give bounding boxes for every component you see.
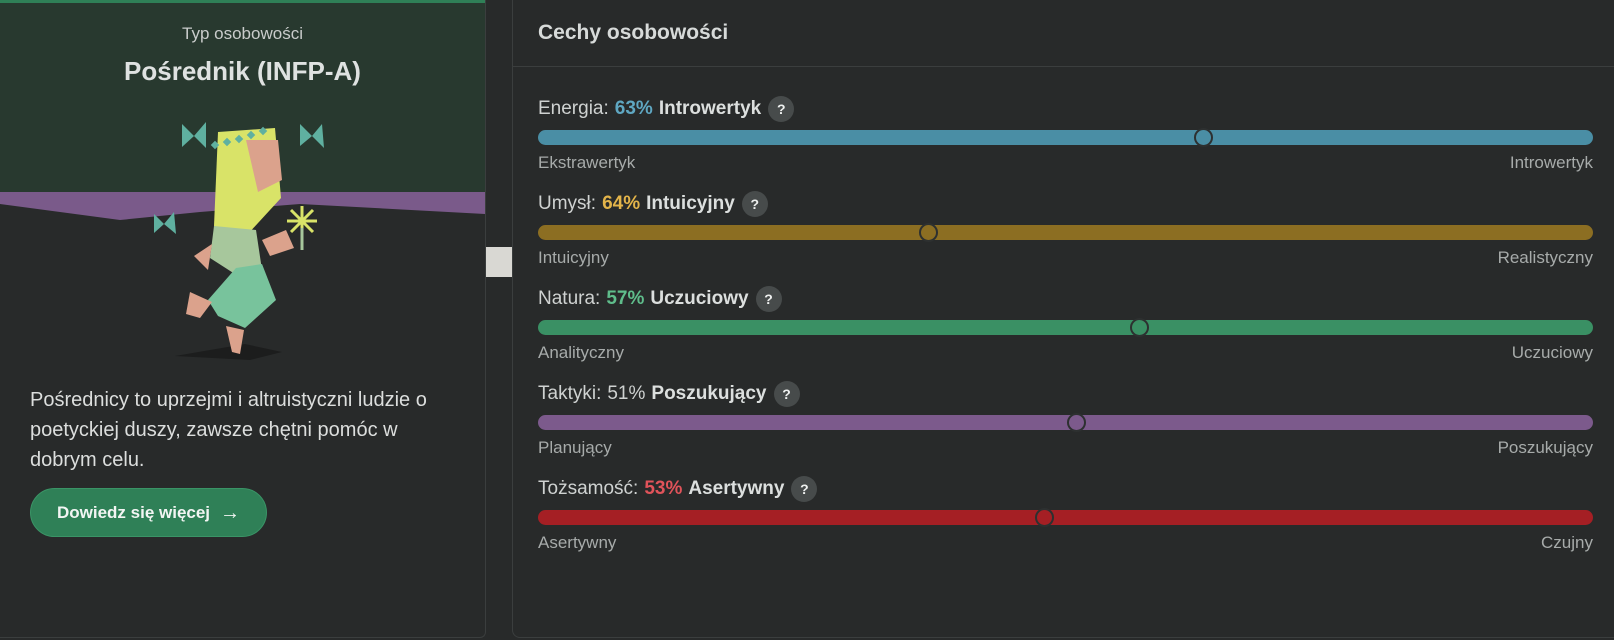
trait-row: Natura: 57% Uczuciowy? Analityczny Uczuciowy <box>538 285 1593 377</box>
help-icon[interactable]: ? <box>768 96 795 122</box>
trait-slider-knob <box>1130 318 1150 337</box>
trait-heading: Natura: 57% Uczuciowy? <box>538 285 782 313</box>
trait-label: Tożsamość: <box>538 478 639 499</box>
help-icon[interactable]: ? <box>773 381 800 407</box>
help-icon[interactable]: ? <box>741 191 768 217</box>
trait-percent: 63% <box>614 98 653 119</box>
trait-row: Taktyki: 51% Poszukujący? Planujący Poszukuj… <box>538 380 1593 472</box>
trait-heading: Energia: 63% Introwertyk? <box>538 95 795 123</box>
trait-slider-knob <box>1035 508 1055 527</box>
trait-bar <box>538 223 1593 242</box>
trait-winner: Uczuciowy <box>650 288 749 309</box>
type-label: Typ osobowości <box>182 24 303 43</box>
trait-left-label: Intuicyjny <box>538 248 609 267</box>
learn-more-button[interactable]: Dowiedz się więcej → <box>30 488 267 537</box>
trait-slider-knob <box>1067 413 1087 432</box>
trait-row: Energia: 63% Introwertyk? Ekstrawertyk Intro… <box>538 95 1593 187</box>
trait-winner: Poszukujący <box>651 383 767 404</box>
learn-more-label: Dowiedz się więcej <box>56 502 211 522</box>
trait-left-label: Planujący <box>538 438 612 457</box>
trait-ends: Asertywny Czujny <box>538 533 1593 553</box>
trait-percent: 64% <box>602 193 641 214</box>
type-description: Pośrednicy to uprzejmi i altruistyczni l… <box>30 389 427 471</box>
trait-left-label: Analityczny <box>538 343 624 362</box>
trait-winner: Asertywny <box>688 478 785 499</box>
trait-ends: Analityczny Uczuciowy <box>538 343 1593 363</box>
trait-heading: Tożsamość: 53% Asertywny? <box>538 475 818 503</box>
trait-label: Umysł: <box>538 193 597 214</box>
divider-block <box>486 247 512 277</box>
trait-right-label: Realistyczny <box>1497 248 1593 267</box>
trait-percent: 57% <box>606 288 645 309</box>
personality-type-card: Typ osobowości Pośrednik (INFP-A) Pośred… <box>0 0 486 638</box>
trait-percent: 53% <box>644 478 683 499</box>
trait-slider-knob <box>919 223 939 242</box>
trait-ends: Planujący Poszukujący <box>538 438 1593 458</box>
trait-bar <box>538 413 1593 432</box>
trait-bar <box>538 508 1593 527</box>
trait-percent: 51% <box>607 383 646 404</box>
trait-bar <box>538 128 1593 147</box>
trait-winner: Intuicyjny <box>646 193 735 214</box>
trait-ends: Intuicyjny Realistyczny <box>538 248 1593 268</box>
trait-right-label: Poszukujący <box>1497 438 1593 457</box>
trait-heading: Taktyki: 51% Poszukujący? <box>538 380 800 408</box>
trait-row: Umysł: 64% Intuicyjny? Intuicyjny Realistycz… <box>538 190 1593 282</box>
trait-winner: Introwertyk <box>658 98 762 119</box>
type-name: Pośrednik (INFP-A) <box>124 56 361 86</box>
type-illustration <box>0 0 485 370</box>
trait-label: Taktyki: <box>538 383 602 404</box>
trait-right-label: Czujny <box>1541 533 1593 552</box>
traits-title: Cechy osobowości <box>538 21 729 44</box>
traits-card: Cechy osobowości Energia: 63% Introwertyk?… <box>512 0 1614 638</box>
trait-heading: Umysł: 64% Intuicyjny? <box>538 190 768 218</box>
trait-slider-knob <box>1193 128 1213 147</box>
trait-row: Tożsamość: 53% Asertywny? Asertywny Czujny <box>538 475 1593 567</box>
help-icon[interactable]: ? <box>791 476 818 502</box>
trait-right-label: Introwertyk <box>1509 153 1593 172</box>
trait-left-label: Asertywny <box>538 533 617 552</box>
trait-label: Energia: <box>538 98 609 119</box>
arrow-right-icon: → <box>220 501 241 524</box>
trait-bar <box>538 318 1593 337</box>
traits-header: Cechy osobowości <box>513 0 1614 67</box>
help-icon[interactable]: ? <box>755 286 782 312</box>
trait-left-label: Ekstrawertyk <box>538 153 636 172</box>
trait-label: Natura: <box>538 288 601 309</box>
trait-ends: Ekstrawertyk Introwertyk <box>538 153 1593 173</box>
trait-right-label: Uczuciowy <box>1511 343 1593 362</box>
